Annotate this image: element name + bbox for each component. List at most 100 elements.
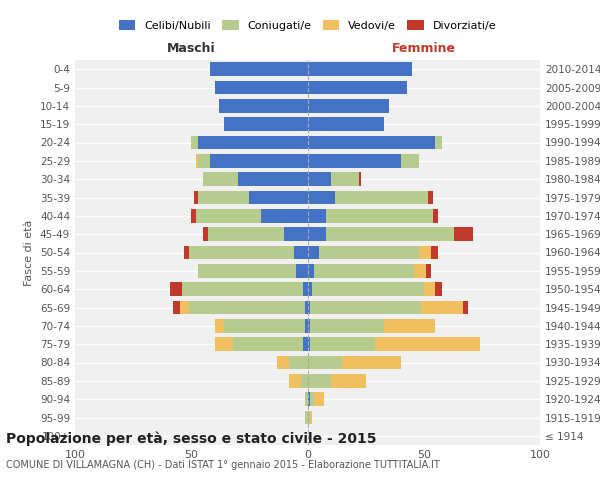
- Bar: [308, 172, 331, 186]
- Bar: [284, 228, 308, 241]
- Bar: [189, 300, 305, 314]
- Bar: [198, 136, 308, 149]
- Bar: [433, 209, 438, 222]
- Bar: [191, 209, 196, 222]
- Bar: [191, 136, 198, 149]
- Bar: [179, 300, 189, 314]
- Bar: [198, 190, 250, 204]
- Bar: [198, 154, 210, 168]
- Bar: [196, 209, 261, 222]
- Bar: [308, 190, 335, 204]
- Bar: [184, 246, 189, 260]
- Bar: [335, 190, 428, 204]
- Bar: [308, 300, 310, 314]
- Bar: [198, 264, 296, 278]
- Bar: [305, 300, 308, 314]
- Bar: [308, 228, 326, 241]
- Bar: [303, 338, 308, 351]
- Bar: [203, 172, 238, 186]
- Bar: [312, 282, 424, 296]
- Bar: [308, 410, 310, 424]
- Bar: [454, 228, 473, 241]
- Bar: [331, 172, 359, 186]
- Bar: [319, 246, 419, 260]
- Bar: [343, 356, 401, 370]
- Bar: [310, 319, 384, 332]
- Bar: [331, 374, 365, 388]
- Bar: [261, 209, 308, 222]
- Bar: [196, 154, 198, 168]
- Bar: [401, 154, 419, 168]
- Bar: [308, 99, 389, 112]
- Bar: [308, 319, 310, 332]
- Bar: [208, 228, 284, 241]
- Bar: [375, 338, 479, 351]
- Bar: [359, 172, 361, 186]
- Bar: [305, 392, 308, 406]
- Bar: [308, 246, 319, 260]
- Bar: [203, 228, 208, 241]
- Bar: [215, 80, 308, 94]
- Bar: [210, 154, 308, 168]
- Bar: [238, 172, 308, 186]
- Bar: [326, 228, 454, 241]
- Bar: [308, 374, 331, 388]
- Bar: [182, 282, 303, 296]
- Bar: [189, 246, 293, 260]
- Bar: [428, 190, 433, 204]
- Bar: [233, 338, 303, 351]
- Bar: [436, 136, 442, 149]
- Bar: [303, 282, 308, 296]
- Bar: [308, 118, 384, 131]
- Text: Popolazione per età, sesso e stato civile - 2015: Popolazione per età, sesso e stato civil…: [6, 431, 377, 446]
- Bar: [215, 319, 224, 332]
- Bar: [419, 246, 431, 260]
- Bar: [436, 282, 442, 296]
- Bar: [224, 118, 308, 131]
- Bar: [210, 62, 308, 76]
- Bar: [308, 154, 401, 168]
- Bar: [308, 356, 343, 370]
- Bar: [310, 300, 421, 314]
- Bar: [224, 319, 305, 332]
- Bar: [293, 246, 308, 260]
- Bar: [310, 392, 314, 406]
- Text: Maschi: Maschi: [167, 42, 215, 56]
- Bar: [194, 190, 198, 204]
- Bar: [326, 209, 433, 222]
- Bar: [170, 282, 182, 296]
- Bar: [305, 410, 308, 424]
- Bar: [301, 374, 308, 388]
- Y-axis label: Fasce di età: Fasce di età: [25, 220, 34, 286]
- Bar: [308, 136, 436, 149]
- Text: COMUNE DI VILLAMAGNA (CH) - Dati ISTAT 1° gennaio 2015 - Elaborazione TUTTITALIA: COMUNE DI VILLAMAGNA (CH) - Dati ISTAT 1…: [6, 460, 440, 469]
- Bar: [308, 392, 310, 406]
- Bar: [308, 80, 407, 94]
- Bar: [308, 338, 310, 351]
- Bar: [310, 338, 375, 351]
- Text: Femmine: Femmine: [392, 42, 456, 56]
- Bar: [219, 99, 308, 112]
- Bar: [426, 264, 431, 278]
- Bar: [308, 62, 412, 76]
- Bar: [421, 300, 463, 314]
- Bar: [277, 356, 289, 370]
- Legend: Celibi/Nubili, Coniugati/e, Vedovi/e, Divorziati/e: Celibi/Nubili, Coniugati/e, Vedovi/e, Di…: [114, 16, 501, 35]
- Bar: [308, 209, 326, 222]
- Bar: [250, 190, 308, 204]
- Bar: [310, 410, 312, 424]
- Bar: [289, 356, 308, 370]
- Bar: [173, 300, 179, 314]
- Bar: [305, 319, 308, 332]
- Bar: [384, 319, 436, 332]
- Bar: [424, 282, 436, 296]
- Bar: [308, 264, 314, 278]
- Bar: [463, 300, 468, 314]
- Bar: [215, 338, 233, 351]
- Bar: [308, 282, 312, 296]
- Bar: [289, 374, 301, 388]
- Bar: [431, 246, 438, 260]
- Bar: [296, 264, 308, 278]
- Bar: [314, 264, 415, 278]
- Bar: [415, 264, 426, 278]
